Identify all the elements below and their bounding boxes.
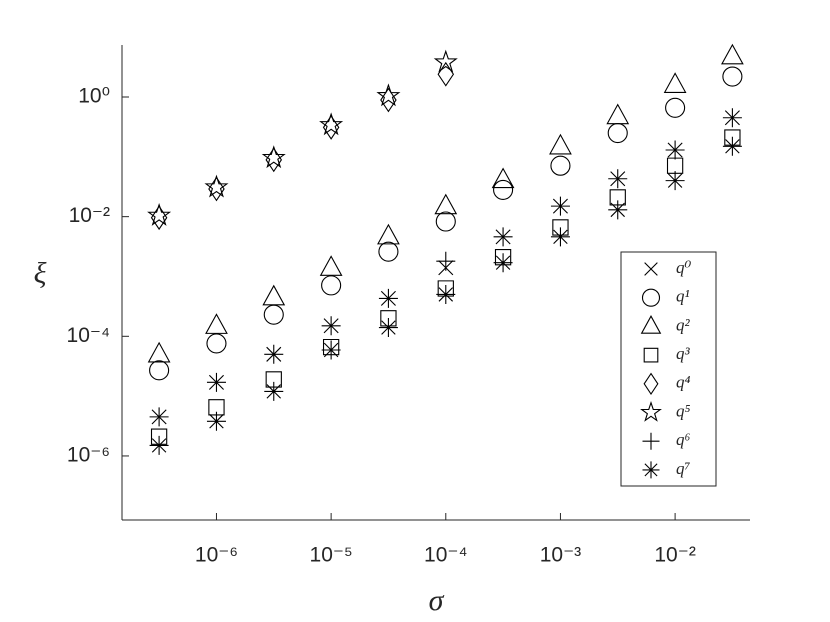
legend-box [620,251,717,487]
marker [264,381,284,401]
marker [263,304,284,325]
marker [261,145,286,169]
legend-label: q⁰ [676,258,692,277]
legend-marker [642,432,660,450]
marker [666,157,684,174]
legend-label: q² [676,315,691,334]
marker [150,428,168,445]
x-tick-label: 10⁻⁶ [195,544,238,567]
marker [722,66,743,87]
legend-marker [641,288,661,307]
legend-label: q⁷ [676,459,691,478]
marker [435,211,456,232]
marker [722,136,742,156]
legend-label: q³ [676,344,691,363]
marker [319,112,344,136]
marker [376,83,401,107]
marker [377,223,400,245]
marker [378,318,398,338]
marker [494,249,512,266]
marker [204,174,229,198]
marker [319,255,343,276]
marker [493,253,513,273]
y-axis-label: ξ [34,257,47,290]
marker [322,115,340,140]
marker [208,176,225,202]
marker [378,241,399,262]
marker [264,344,284,364]
marker [665,171,685,191]
marker [437,280,454,297]
marker [665,140,685,160]
x-tick-label: 10⁻² [654,544,695,567]
marker [378,288,398,308]
marker [493,227,513,247]
marker [608,200,628,220]
marker [436,251,456,271]
marker [663,72,687,93]
x-tick-label: 10⁻⁵ [310,544,353,567]
y-tick-label: 10⁰ [78,85,110,108]
marker [206,411,226,431]
marker [265,147,283,173]
marker [607,122,628,144]
marker [321,275,342,296]
marker [606,103,630,125]
marker [149,360,170,381]
marker [550,155,571,176]
marker [552,219,569,236]
marker [724,129,741,146]
marker [265,371,282,388]
marker [149,407,169,427]
legend-marker [643,372,659,395]
marker [434,193,458,215]
legend-label: q¹ [676,287,690,306]
marker [206,372,226,392]
legend-marker [640,401,662,422]
marker [491,167,515,189]
y-tick-label: 10⁻⁴ [67,324,110,347]
x-tick-label: 10⁻⁴ [424,544,467,567]
marker [321,316,341,336]
x-axis-label: σ [429,584,445,617]
marker [150,205,168,231]
marker [147,202,172,226]
marker [722,108,742,128]
marker [321,340,341,360]
y-tick-label: 10⁻⁶ [67,443,110,466]
marker [262,284,286,306]
legend-marker [644,262,658,276]
legend-label: q⁵ [676,401,691,420]
marker [436,284,456,304]
marker [205,313,228,334]
legend-marker [643,347,659,363]
legend-marker [640,315,662,334]
marker [665,97,686,118]
legend-label: q⁴ [676,373,691,392]
marker [147,341,171,363]
x-tick-label: 10⁻³ [540,544,581,567]
marker [550,227,570,247]
marker [380,310,397,327]
legend-marker [642,461,660,479]
y-tick-label: 10⁻² [69,204,110,227]
marker [493,179,514,200]
marker [206,333,227,354]
marker [149,435,169,455]
legend-label: q⁶ [676,430,691,449]
marker [609,189,626,206]
marker [208,399,225,416]
marker [550,196,570,216]
marker [549,133,572,155]
marker [721,43,744,65]
marker [433,49,458,73]
marker [608,169,628,189]
